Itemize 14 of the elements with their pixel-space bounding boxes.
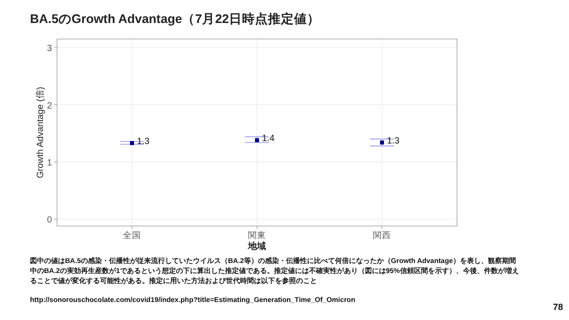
x-tick-label: 関西 — [373, 230, 391, 240]
x-tick-label: 全国 — [123, 230, 141, 240]
y-axis-title: Growth Advantage (倍) — [35, 86, 45, 178]
data-label: 1.4 — [262, 133, 275, 144]
x-axis-title: 地域 — [247, 241, 266, 251]
y-tick-label: 1 — [46, 157, 52, 168]
y-tick-label: 0 — [46, 214, 52, 225]
data-label: 1.3 — [137, 136, 150, 146]
data-label: 1.3 — [387, 136, 400, 146]
x-tick-label: 関東 — [248, 230, 266, 240]
chart-title: BA.5のGrowth Advantage（7月22日時点推定値） — [30, 11, 320, 26]
y-tick-label: 3 — [46, 43, 52, 54]
y-tick-label: 2 — [46, 100, 52, 110]
text: 78 — [552, 302, 563, 312]
